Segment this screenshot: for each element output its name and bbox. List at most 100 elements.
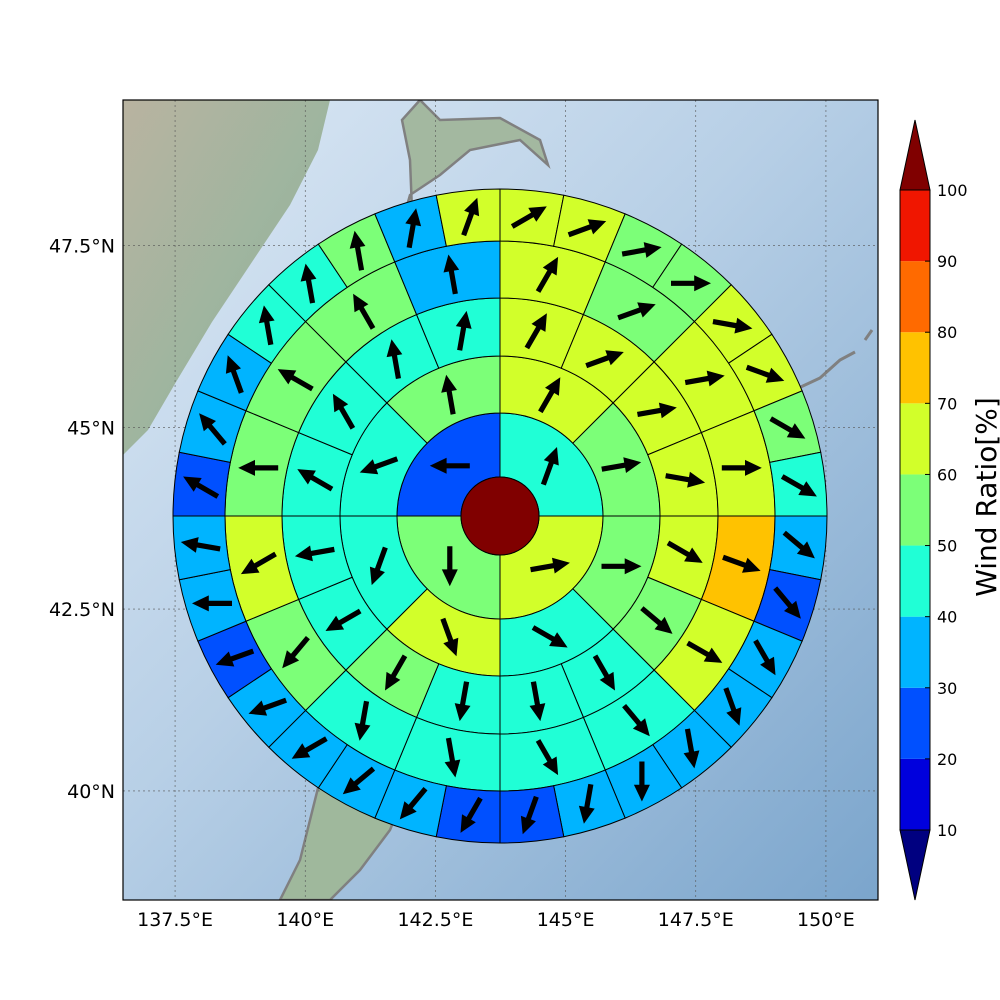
wind-arrow — [325, 608, 362, 631]
wind-arrow — [399, 787, 428, 820]
wind-arrow — [782, 530, 815, 559]
wind-arrow — [671, 275, 711, 292]
wind-arrow — [180, 537, 221, 553]
y-tick-label: 45°N — [67, 417, 115, 439]
colorbar-tick-label: 30 — [937, 679, 957, 698]
wind-arrow — [665, 471, 706, 488]
wind-arrow — [332, 393, 356, 430]
colorbar-bin — [900, 545, 930, 617]
colorbar-under-triangle — [899, 829, 931, 901]
wind-arrow — [723, 687, 742, 726]
x-tick-label: 137.5°E — [137, 909, 213, 931]
wind-arrow — [444, 737, 461, 778]
wind-arrow — [578, 783, 595, 824]
colorbar-tick-label: 40 — [937, 608, 957, 627]
wind-rose — [172, 188, 828, 844]
wind-arrow — [637, 402, 677, 419]
map-area: 137.5°E 140°E 142.5°E 145°E 147.5°E 150°E 47.… — [49, 99, 879, 931]
colorbar-bin — [900, 190, 930, 262]
wind-arrow — [454, 681, 471, 722]
wind-arrow — [531, 625, 568, 648]
x-tick-label: 147.5°E — [658, 909, 734, 931]
wind-arrow — [353, 293, 376, 330]
colorbar-tick-label: 20 — [937, 750, 957, 769]
wind-arrow — [601, 457, 642, 473]
asia-mainland-land — [123, 100, 330, 455]
wind-arrow — [592, 654, 615, 691]
wind-arrow — [359, 456, 399, 475]
wind-arrow — [443, 254, 460, 295]
wind-arrow — [633, 761, 650, 802]
colorbar-bin — [900, 403, 930, 475]
x-axis-ticks: 137.5°E 140°E 142.5°E 145°E 147.5°E 150°E — [137, 909, 855, 931]
wind-arrow — [277, 369, 314, 392]
wind-arrow — [520, 795, 539, 835]
wind-arrow — [240, 551, 277, 575]
wind-arrow — [538, 377, 561, 414]
y-tick-label: 42.5°N — [49, 599, 115, 621]
wind-arrow — [622, 704, 650, 737]
wind-arrow — [300, 263, 317, 304]
wind-arrow — [621, 242, 662, 258]
wind-arrow — [769, 416, 806, 439]
y-axis-ticks: 47.5°N 45°N 42.5°N 40°N — [49, 235, 115, 802]
wind-arrow — [535, 739, 559, 776]
wind-arrow — [585, 350, 624, 369]
wind-arrow — [773, 586, 801, 619]
wind-arrow — [294, 545, 335, 562]
wind-arrow — [745, 364, 785, 383]
wind-arrow — [342, 766, 376, 795]
wind-arrow — [780, 474, 817, 497]
colorbar-tick-label: 90 — [937, 252, 957, 271]
wind-ratio-sector — [435, 785, 501, 844]
wind-arrow — [248, 697, 287, 716]
wind-arrow — [686, 640, 723, 663]
colorbar-bin — [900, 758, 930, 830]
colorbar-bin — [900, 474, 930, 546]
wind-arrow — [601, 558, 642, 575]
wind-arrow — [385, 654, 408, 691]
colorbar-tick-label: 100 — [937, 181, 968, 200]
wind-arrow — [238, 459, 279, 476]
wind-arrow — [540, 447, 559, 486]
wind-arrow — [441, 546, 458, 587]
wind-arrow — [291, 736, 328, 759]
wind-arrow — [441, 374, 457, 415]
wind-arrow — [258, 305, 275, 346]
wind-arrow — [461, 197, 480, 237]
colorbar-bin — [900, 261, 930, 333]
wind-arrow — [429, 457, 470, 474]
wind-ratio-sector — [172, 451, 231, 517]
wind-arrow — [684, 370, 725, 387]
wind-arrow — [460, 796, 483, 833]
wind-arrow — [282, 636, 310, 669]
colorbar-bin — [900, 616, 930, 688]
x-tick-label: 140°E — [276, 909, 334, 931]
wind-arrow — [535, 256, 559, 293]
y-tick-label: 40°N — [67, 781, 115, 803]
y-tick-label: 47.5°N — [49, 235, 115, 257]
colorbar-bins: 10 20 30 40 50 60 70 80 90 100 — [899, 119, 968, 901]
wind-arrow — [666, 540, 703, 563]
x-tick-label: 145°E — [537, 909, 595, 931]
colorbar-tick-label: 10 — [937, 821, 957, 840]
colorbar-tick-label: 50 — [937, 537, 957, 556]
wind-arrow — [215, 648, 255, 667]
colorbar-tick-label: 80 — [937, 323, 957, 342]
colorbar-title: Wind Ratio[%] — [970, 397, 1000, 597]
wind-arrow — [225, 355, 244, 394]
map-frame — [122, 99, 879, 901]
colorbar: 10 20 30 40 50 60 70 80 90 100 Wind Ratio[%] — [899, 119, 1000, 901]
wind-arrow — [640, 606, 673, 634]
x-tick-label: 142.5°E — [397, 909, 473, 931]
x-tick-label: 150°E — [797, 909, 855, 931]
wind-arrow — [199, 413, 227, 446]
wind-arrow — [567, 219, 607, 238]
colorbar-frame — [899, 189, 931, 831]
colorbar-over-triangle — [899, 119, 931, 191]
colorbar-tick-label: 60 — [937, 465, 957, 484]
wind-arrow — [510, 206, 547, 229]
colorbar-bin — [900, 687, 930, 759]
colorbar-tick-label: 70 — [937, 394, 957, 413]
wind-arrow — [617, 302, 656, 321]
